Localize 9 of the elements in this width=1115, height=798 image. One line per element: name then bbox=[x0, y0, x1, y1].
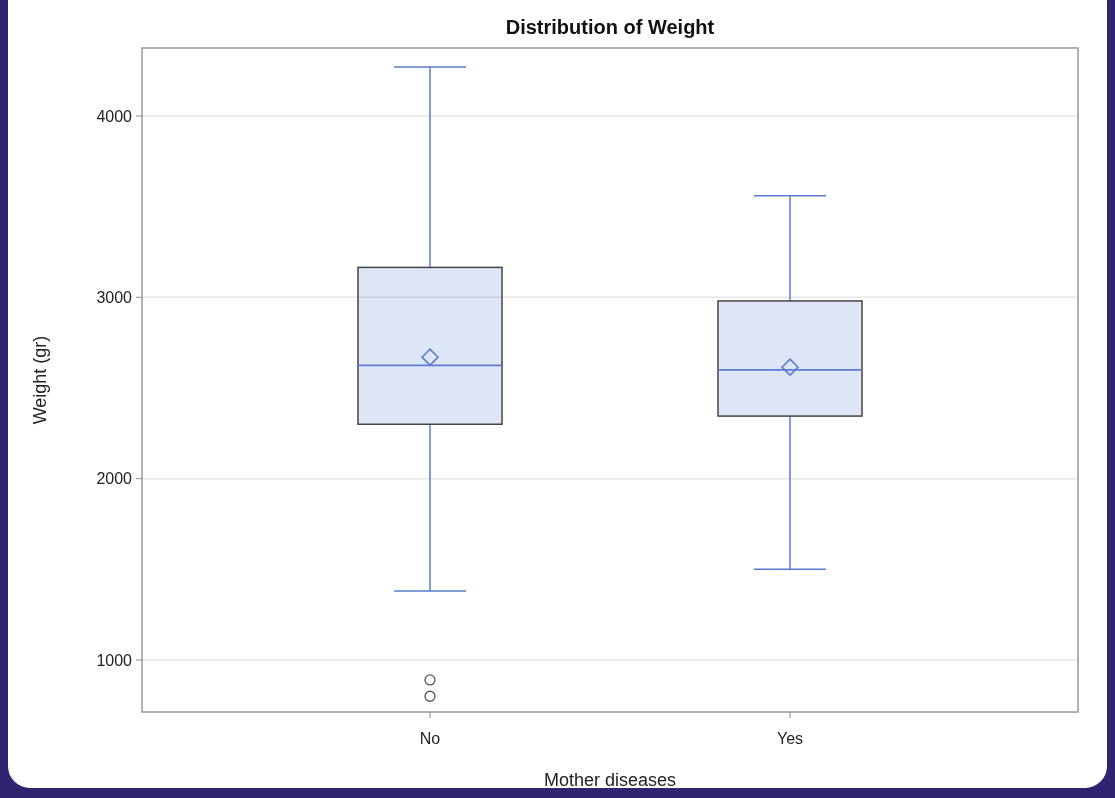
y-tick-label: 1000 bbox=[96, 651, 133, 669]
x-tick-label: No bbox=[419, 730, 441, 747]
y-axis-title: Weight (gr) bbox=[30, 335, 50, 425]
y-tick-label: 4000 bbox=[96, 107, 133, 125]
y-tick-label: 3000 bbox=[96, 288, 133, 306]
x-tick-label: Yes bbox=[776, 730, 804, 747]
x-axis-title: Mother diseases bbox=[543, 770, 677, 790]
y-tick-label: 2000 bbox=[96, 470, 133, 488]
chart-title: Distribution of Weight bbox=[505, 16, 715, 38]
